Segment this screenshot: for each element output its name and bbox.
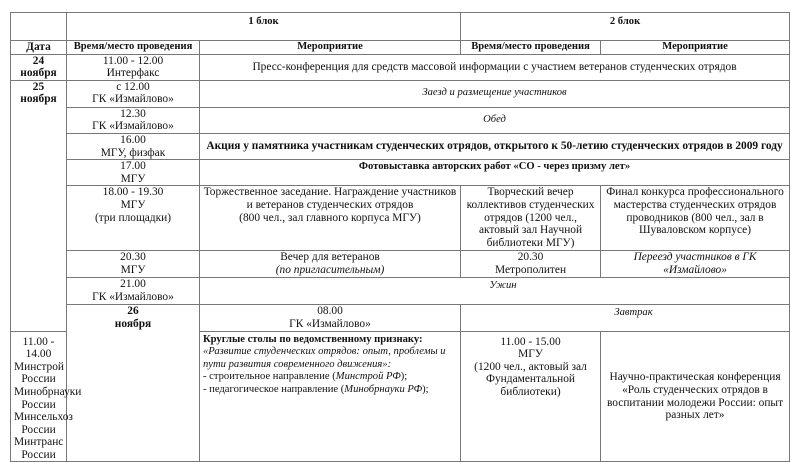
month: ноября bbox=[20, 93, 57, 106]
event-header-1: Мероприятие bbox=[198, 40, 462, 55]
time: с 12.00 bbox=[116, 80, 150, 93]
time-place-cell: 17.00 МГУ bbox=[66, 159, 200, 187]
date-header: Дата bbox=[10, 40, 67, 55]
place: ГК «Измайлово» bbox=[92, 93, 174, 106]
date-cell: 24 ноября bbox=[10, 53, 67, 81]
list-item: - педагогическое направление ( bbox=[203, 383, 345, 395]
list-item-end: ); bbox=[422, 383, 429, 395]
day: 25 bbox=[32, 80, 45, 93]
event-cell: Ужин bbox=[198, 277, 791, 306]
time-place-cell: 11.00 - 15.00 МГУ (1200 чел., актовый зал … bbox=[460, 330, 602, 462]
place: МГУ bbox=[120, 263, 146, 276]
event-line: Торжественное заседание. Награждение уча… bbox=[203, 186, 457, 199]
place: Минстрой России bbox=[14, 360, 64, 386]
time-place-cell: с 12.00 ГК «Измайлово» bbox=[66, 79, 200, 108]
time-place-cell: 18.00 - 19.30 МГУ (три площадки) bbox=[66, 185, 200, 252]
event-line: и ветеранов студенческих отрядов bbox=[246, 198, 414, 211]
place-note: (1200 чел., актовый зал Фундаментальной … bbox=[474, 360, 587, 398]
place: ГК «Измайлово» bbox=[289, 317, 371, 330]
place: Интерфакс bbox=[106, 67, 160, 80]
header-empty bbox=[10, 12, 67, 41]
time: 20.30 bbox=[120, 251, 146, 264]
time-place-header-2: Время/место проведения bbox=[460, 40, 602, 55]
place: МГУ bbox=[120, 172, 146, 185]
time-place-cell: 11.00 - 12.00 Интерфакс bbox=[66, 53, 200, 81]
time: 16.00 bbox=[120, 133, 146, 146]
time: 17.00 bbox=[120, 160, 146, 173]
place: ГК «Измайлово» bbox=[92, 290, 174, 303]
place: МГУ bbox=[120, 198, 146, 211]
place: МГУ, физфак bbox=[100, 146, 166, 159]
time-place-cell: 12.30 ГК «Измайлово» bbox=[66, 106, 200, 134]
time: 21.00 bbox=[120, 278, 146, 291]
list-item: - строительное направление ( bbox=[203, 371, 336, 383]
place: Минобрнауки России bbox=[14, 385, 82, 411]
time: 20.30 bbox=[517, 251, 544, 264]
list-item-end: ); bbox=[400, 371, 408, 383]
place: Метрополитен bbox=[494, 263, 567, 276]
time: 08.00 bbox=[317, 305, 343, 318]
event-cell: Акция у памятника участникам студенчески… bbox=[198, 132, 791, 161]
day: 24 bbox=[32, 54, 45, 67]
event-line: (800 чел., зал главного корпуса МГУ) bbox=[239, 211, 421, 224]
month: ноября bbox=[114, 317, 152, 330]
event-cell: Заезд и размещение участников bbox=[198, 79, 791, 108]
event-cell: Обед bbox=[198, 106, 791, 134]
block2-header: 2 блок bbox=[460, 12, 791, 41]
time: 11.00 - 12.00 bbox=[102, 54, 164, 67]
event-cell: Торжественное заседание. Награждение уча… bbox=[198, 185, 462, 252]
date-cell: 25 ноября bbox=[10, 79, 67, 332]
place-note: (три площадки) bbox=[94, 211, 172, 224]
month: ноября bbox=[20, 67, 57, 80]
date-cell: 26 ноября bbox=[66, 304, 200, 462]
event-subtitle: «Развитие студенческих отрядов: опыт, пр… bbox=[203, 346, 446, 370]
place: Минтранс России bbox=[14, 436, 64, 461]
event-cell: Финал конкурса профессионального мастерс… bbox=[600, 185, 791, 252]
time-place-cell: 16.00 МГУ, физфак bbox=[66, 132, 200, 161]
event-cell: Пресс-конференция для средств массовой и… bbox=[198, 53, 791, 81]
event-cell: Вечер для ветеранов (по пригласительным) bbox=[198, 250, 462, 279]
event-cell: Круглые столы по ведомственному признаку… bbox=[198, 330, 462, 462]
event-note: (по пригласительным) bbox=[275, 263, 385, 276]
event-title: Вечер для ветеранов bbox=[280, 251, 380, 264]
time: 11.00 - 15.00 bbox=[500, 335, 561, 348]
time: 12.30 bbox=[120, 107, 146, 120]
time-place-cell: 21.00 ГК «Измайлово» bbox=[66, 277, 200, 306]
schedule-table: 1 блок 2 блок Дата Время/место проведени… bbox=[10, 12, 791, 462]
day: 26 bbox=[127, 305, 139, 318]
event-cell: Творческий вечер коллективов студенчески… bbox=[460, 185, 602, 252]
place: ГК «Измайлово» bbox=[92, 120, 174, 133]
time-place-cell: 20.30 Метрополитен bbox=[460, 250, 602, 279]
event-header-2: Мероприятие bbox=[600, 40, 791, 55]
time-place-header-1: Время/место проведения bbox=[66, 40, 200, 55]
time-place-cell: 11.00 - 14.00 Минстрой России Минобрнауки … bbox=[10, 330, 81, 462]
time: 11.00 - 14.00 bbox=[22, 335, 55, 361]
event-cell: Фотовыставка авторских работ «СО - через… bbox=[198, 159, 791, 187]
time-place-cell: 08.00 ГК «Измайлово» bbox=[198, 304, 462, 332]
place: МГУ bbox=[518, 348, 543, 361]
event-cell: Научно-практическая конференция «Роль ст… bbox=[600, 330, 791, 462]
list-item-org: Минобрнауки РФ bbox=[344, 383, 423, 395]
time: 18.00 - 19.30 bbox=[102, 186, 164, 199]
list-item-org: Минстрой РФ bbox=[335, 371, 401, 383]
event-cell: Завтрак bbox=[460, 304, 791, 332]
event-cell: Переезд участников в ГК «Измайлово» bbox=[600, 250, 791, 279]
event-title: Круглые столы по ведомственному признаку… bbox=[203, 333, 423, 345]
time-place-cell: 20.30 МГУ bbox=[66, 250, 200, 279]
block1-header: 1 блок bbox=[65, 12, 462, 41]
